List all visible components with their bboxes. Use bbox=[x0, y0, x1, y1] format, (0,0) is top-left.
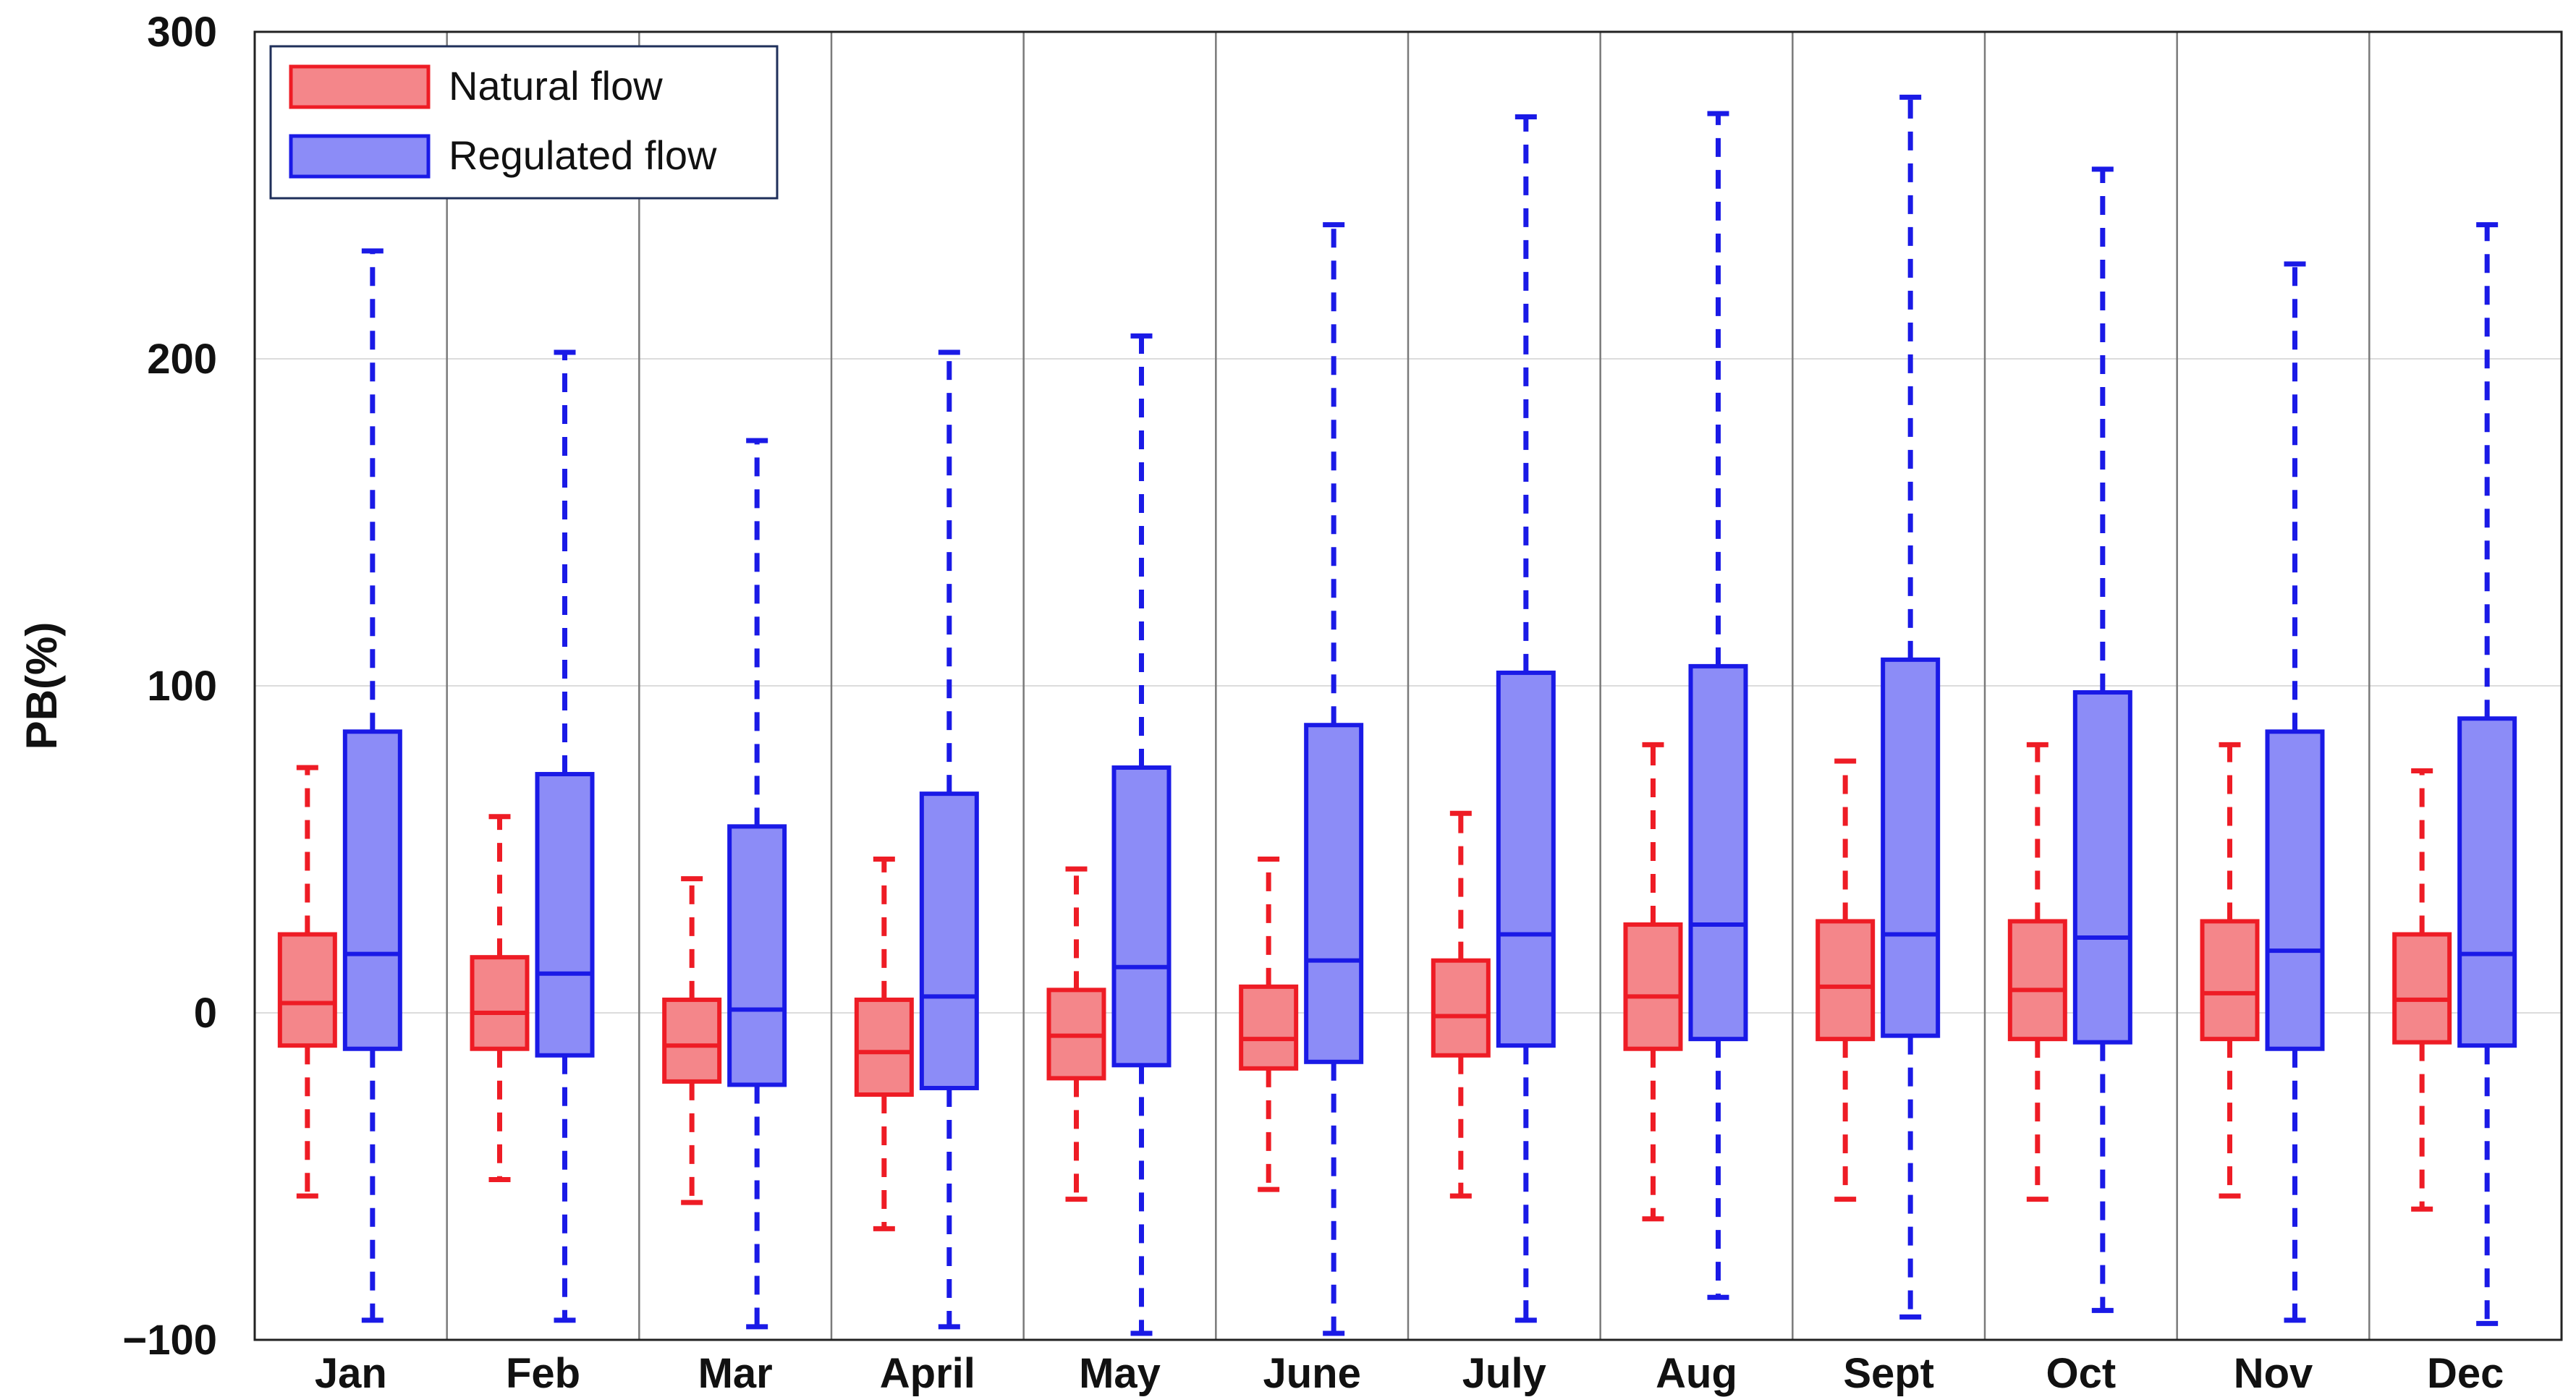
x-tick-label: April bbox=[880, 1350, 975, 1397]
box-iqr bbox=[1623, 922, 1683, 1051]
series-regulated-flow bbox=[342, 94, 2517, 1336]
box-iqr bbox=[2392, 932, 2452, 1045]
box-iqr bbox=[919, 791, 979, 1090]
series-natural-flow bbox=[277, 742, 2452, 1231]
box-regulated bbox=[1496, 114, 1556, 1323]
box-regulated bbox=[535, 349, 595, 1323]
month-separators bbox=[446, 32, 2370, 1340]
box-natural bbox=[1431, 810, 1491, 1199]
box-regulated bbox=[727, 438, 787, 1330]
y-axis-label: PB(%) bbox=[17, 622, 66, 750]
legend-label-natural-flow: Natural flow bbox=[449, 63, 663, 109]
box-natural bbox=[2200, 742, 2260, 1199]
x-tick-label: Dec bbox=[2427, 1350, 2504, 1397]
box-regulated bbox=[1881, 94, 1941, 1320]
box-iqr bbox=[1304, 723, 1364, 1064]
y-axis-ticks: −100 0 100 200 300 bbox=[122, 9, 217, 1364]
box-natural bbox=[277, 765, 337, 1199]
box-regulated bbox=[1688, 111, 1748, 1300]
box-iqr bbox=[535, 772, 595, 1058]
box-iqr bbox=[1431, 958, 1491, 1058]
x-tick-label: Aug bbox=[1656, 1350, 1737, 1397]
box-regulated bbox=[1111, 333, 1172, 1336]
box-iqr bbox=[662, 997, 722, 1084]
box-series bbox=[277, 94, 2517, 1336]
box-natural bbox=[1623, 742, 1683, 1222]
box-iqr bbox=[470, 955, 530, 1051]
x-tick-label: Nov bbox=[2234, 1350, 2313, 1397]
box-natural bbox=[470, 814, 530, 1183]
box-iqr bbox=[1688, 663, 1748, 1042]
x-tick-label: Sept bbox=[1843, 1350, 1934, 1397]
box-natural bbox=[2007, 742, 2067, 1202]
box-regulated bbox=[342, 248, 402, 1323]
box-iqr bbox=[854, 997, 914, 1097]
box-natural bbox=[662, 876, 722, 1205]
box-natural bbox=[854, 857, 914, 1231]
y-tick-label: 100 bbox=[147, 663, 217, 710]
y-tick-label: 200 bbox=[147, 336, 217, 383]
box-iqr bbox=[277, 932, 337, 1048]
box-natural bbox=[1239, 857, 1299, 1192]
box-iqr bbox=[1239, 984, 1299, 1071]
x-tick-label: July bbox=[1462, 1350, 1546, 1397]
box-iqr bbox=[2072, 690, 2132, 1045]
box-iqr bbox=[2007, 919, 2067, 1042]
box-iqr bbox=[2200, 919, 2260, 1042]
box-natural bbox=[1816, 758, 1876, 1202]
box-regulated bbox=[2265, 261, 2325, 1323]
box-regulated bbox=[2072, 166, 2132, 1313]
box-iqr bbox=[1816, 919, 1876, 1042]
legend-swatch-regulated-flow bbox=[289, 134, 431, 179]
y-tick-label: 300 bbox=[147, 9, 217, 56]
x-tick-label: Jan bbox=[315, 1350, 387, 1397]
box-natural bbox=[1046, 866, 1106, 1202]
legend-swatch-natural-flow bbox=[289, 64, 431, 109]
x-tick-label: Feb bbox=[506, 1350, 580, 1397]
box-iqr bbox=[342, 729, 402, 1051]
box-iqr bbox=[727, 824, 787, 1087]
y-tick-label: 0 bbox=[194, 990, 217, 1037]
legend-label-regulated-flow: Regulated flow bbox=[449, 132, 717, 178]
box-iqr bbox=[2265, 729, 2325, 1051]
box-iqr bbox=[1111, 765, 1172, 1068]
x-tick-label: Oct bbox=[2046, 1350, 2116, 1397]
x-tick-label: June bbox=[1263, 1350, 1360, 1397]
box-regulated bbox=[2457, 222, 2517, 1326]
x-tick-label: May bbox=[1079, 1350, 1161, 1397]
box-iqr bbox=[1881, 657, 1941, 1038]
box-iqr bbox=[2457, 716, 2517, 1048]
x-tick-label: Mar bbox=[698, 1350, 773, 1397]
box-natural bbox=[2392, 768, 2452, 1212]
plot-frame bbox=[253, 30, 2563, 1341]
box-iqr bbox=[1496, 670, 1556, 1048]
box-regulated bbox=[1304, 222, 1364, 1336]
y-tick-label: −100 bbox=[122, 1317, 217, 1364]
box-regulated bbox=[919, 349, 979, 1330]
x-axis-ticks: Jan Feb Mar April May June July Aug Sept Oct Nov De… bbox=[315, 1350, 2504, 1397]
legend: Natural flow Regulated flow bbox=[269, 45, 779, 200]
